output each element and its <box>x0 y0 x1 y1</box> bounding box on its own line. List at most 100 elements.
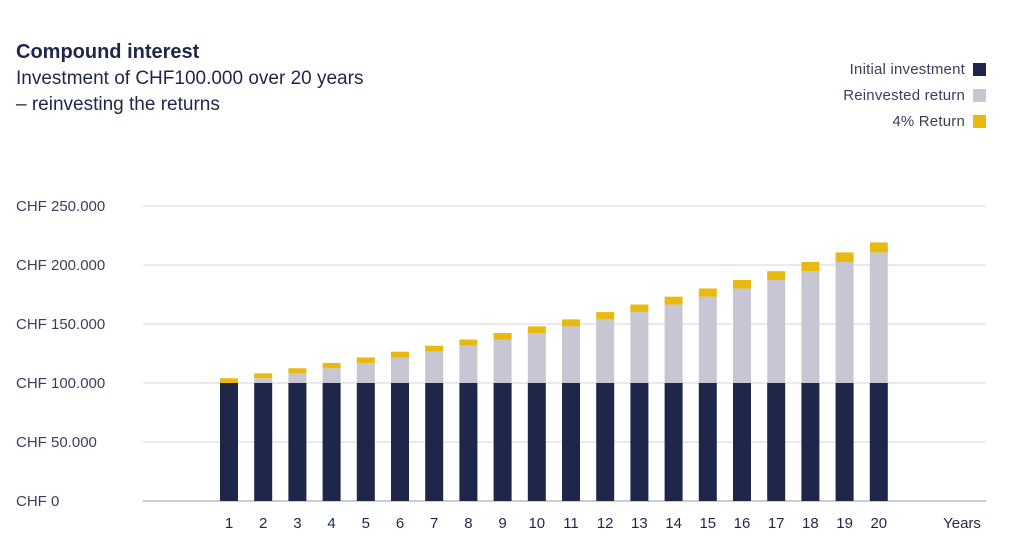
bar-segment-initial-investment <box>835 383 854 501</box>
bar-segment-reinvested-return <box>425 351 444 383</box>
bar-segment-initial-investment <box>733 383 751 501</box>
bar-segment-4-return <box>664 296 683 305</box>
bar-segment-initial-investment <box>425 383 444 501</box>
bar-segment-initial-investment <box>801 383 820 501</box>
legend-label: 4% Return <box>892 112 965 130</box>
bar-segment-initial-investment <box>767 383 786 501</box>
bar-segment-reinvested-return <box>493 339 512 383</box>
y-tick-label: CHF 0 <box>16 493 59 510</box>
legend-item-4pct-return: 4% Return <box>843 108 986 134</box>
bar-segment-reinvested-return <box>835 261 854 383</box>
bar-segment-initial-investment <box>322 383 341 501</box>
bar-segment-4-return <box>630 304 649 313</box>
legend-item-initial-investment: Initial investment <box>843 56 986 82</box>
x-tick-label: 19 <box>836 515 853 532</box>
y-tick-label: CHF 200.000 <box>16 257 105 274</box>
x-tick-label: 9 <box>498 515 506 532</box>
bar-segment-4-return <box>767 271 786 280</box>
bar-segment-4-return <box>220 378 238 383</box>
legend: Initial investment Reinvested return 4% … <box>843 56 986 134</box>
bar-segment-initial-investment <box>356 383 375 501</box>
y-tick-label: CHF 50.000 <box>16 434 97 451</box>
title-block: Compound interest Investment of CHF100.0… <box>16 38 363 118</box>
bar-segment-4-return <box>391 351 409 358</box>
x-tick-label: 6 <box>396 515 404 532</box>
bar-segment-reinvested-return <box>254 378 273 383</box>
legend-swatch <box>973 62 986 76</box>
bar-segment-4-return <box>288 368 307 374</box>
bar-segment-initial-investment <box>220 383 238 501</box>
bar-segment-initial-investment <box>698 383 717 501</box>
bar-segment-reinvested-return <box>733 288 751 383</box>
x-tick-label: 20 <box>870 515 887 532</box>
bar-segment-4-return <box>835 252 854 262</box>
bar-segment-reinvested-return <box>322 368 341 383</box>
bar-segment-4-return <box>322 362 341 369</box>
x-axis-label: Years <box>943 515 981 532</box>
bar-segment-4-return <box>356 357 375 363</box>
x-tick-label: 3 <box>293 515 301 532</box>
x-tick-label: 14 <box>665 515 682 532</box>
x-tick-label: 2 <box>259 515 267 532</box>
x-tick-label: 5 <box>362 515 370 532</box>
legend-label: Initial investment <box>849 60 965 78</box>
x-tick-label: 8 <box>464 515 472 532</box>
x-tick-label: 4 <box>327 515 335 532</box>
bar-segment-initial-investment <box>664 383 683 501</box>
x-tick-label: 13 <box>631 515 648 532</box>
bar-segment-4-return <box>801 261 820 272</box>
bar-segment-initial-investment <box>596 383 615 501</box>
bar-segment-initial-investment <box>391 383 409 501</box>
bar-segment-reinvested-return <box>562 326 580 383</box>
x-tick-label: 12 <box>597 515 614 532</box>
y-tick-label: CHF 150.000 <box>16 316 105 333</box>
x-tick-label: 17 <box>768 515 785 532</box>
y-tick-label: CHF 100.000 <box>16 375 105 392</box>
x-tick-label: 10 <box>528 515 545 532</box>
bar-segment-initial-investment <box>459 383 478 501</box>
legend-item-reinvested-return: Reinvested return <box>843 82 986 108</box>
chart-subtitle-line-1: Investment of CHF100.000 over 20 years <box>16 68 364 89</box>
y-tick-label: CHF 250.000 <box>16 198 105 215</box>
x-tick-label: 11 <box>563 515 579 532</box>
bar-segment-initial-investment <box>630 383 649 501</box>
legend-swatch <box>973 114 986 128</box>
x-tick-label: 15 <box>699 515 716 532</box>
bar-segment-initial-investment <box>288 383 307 501</box>
legend-label: Reinvested return <box>843 86 965 104</box>
bar-segment-4-return <box>869 242 888 253</box>
bar-segment-reinvested-return <box>664 304 683 383</box>
bar-segment-4-return <box>459 339 478 346</box>
bar-segment-reinvested-return <box>459 345 478 383</box>
bar-segment-reinvested-return <box>391 357 409 383</box>
bar-segment-reinvested-return <box>767 279 786 383</box>
bar-segment-initial-investment <box>493 383 512 501</box>
bar-segment-4-return <box>733 279 751 289</box>
bar-segment-reinvested-return <box>596 319 615 383</box>
legend-swatch <box>973 88 986 102</box>
bar-segment-reinvested-return <box>630 312 649 383</box>
bar-segment-4-return <box>562 319 580 327</box>
bar-segment-reinvested-return <box>801 271 820 383</box>
bar-segment-4-return <box>527 326 546 334</box>
bar-segment-reinvested-return <box>869 252 888 383</box>
bar-segment-4-return <box>596 312 615 320</box>
chart-title: Compound interest <box>16 41 200 63</box>
bar-segment-4-return <box>698 288 717 297</box>
x-tick-label: 16 <box>734 515 751 532</box>
bar-segment-initial-investment <box>527 383 546 501</box>
x-tick-label: 1 <box>225 515 233 532</box>
bar-segment-reinvested-return <box>527 333 546 383</box>
chart-subtitle-line-2: – reinvesting the returns <box>16 94 220 115</box>
bar-segment-4-return <box>493 333 512 340</box>
x-tick-label: 7 <box>430 515 438 532</box>
bar-segment-initial-investment <box>254 383 273 501</box>
x-tick-label: 18 <box>802 515 819 532</box>
bar-segment-initial-investment <box>562 383 580 501</box>
bar-segment-4-return <box>425 345 444 352</box>
bar-segment-initial-investment <box>869 383 888 501</box>
bar-segment-reinvested-return <box>356 362 375 383</box>
bar-segment-4-return <box>254 373 273 379</box>
bar-segment-reinvested-return <box>698 296 717 383</box>
